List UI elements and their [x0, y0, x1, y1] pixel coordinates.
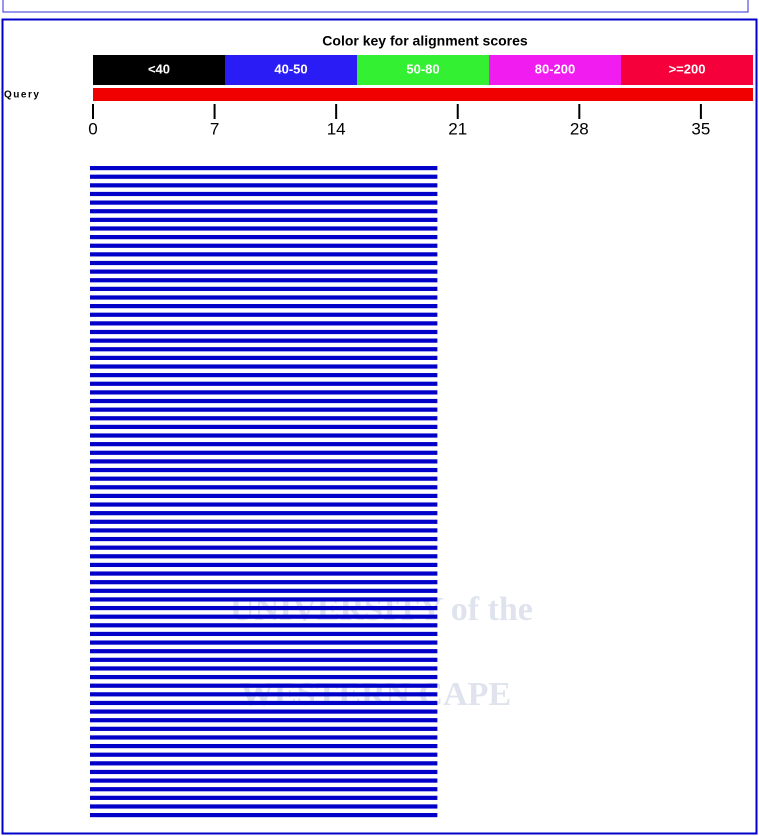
- hit-line: [90, 476, 438, 481]
- hit-line: [90, 467, 438, 473]
- color-key-label: 40-50: [274, 61, 307, 76]
- hit-line: [90, 640, 438, 645]
- hit-line: [90, 813, 438, 818]
- tick-label: 35: [691, 119, 710, 138]
- hit-line: [90, 735, 438, 740]
- hit-line: [90, 752, 438, 757]
- hit-line: [90, 226, 438, 231]
- hit-line: [90, 743, 438, 749]
- hit-line: [90, 191, 438, 197]
- hit-line: [90, 424, 438, 429]
- hit-line: [90, 398, 438, 404]
- hit-line: [90, 442, 438, 447]
- hit-line: [90, 217, 438, 222]
- hit-line: [90, 355, 438, 360]
- color-key-label: <40: [148, 61, 170, 76]
- hit-line: [90, 304, 438, 309]
- color-key-label: 50-80: [406, 61, 439, 76]
- hit-line: [90, 209, 438, 214]
- frame: [1, 18, 758, 835]
- hit-line: [90, 511, 438, 516]
- hit-line: [90, 235, 438, 240]
- tick-label: 14: [327, 119, 346, 138]
- query-bar: [93, 88, 753, 101]
- hit-line: [90, 200, 438, 205]
- tick-label: 28: [570, 119, 589, 138]
- color-key-box: [489, 55, 621, 85]
- hit-line: [90, 769, 438, 775]
- hit-line: [90, 605, 438, 611]
- tick-label: 21: [448, 119, 467, 138]
- hit-line: [90, 778, 438, 783]
- hit-line: [90, 243, 438, 248]
- hit-line: [90, 502, 438, 507]
- hit-line: [90, 252, 438, 257]
- hit-line: [90, 545, 438, 550]
- hit-line: [90, 459, 438, 464]
- color-key-label: >=200: [669, 61, 706, 76]
- hit-line: [90, 373, 438, 378]
- hit-line: [90, 174, 438, 179]
- hit-line: [90, 295, 438, 300]
- hit-line: [90, 381, 438, 386]
- hit-line: [90, 329, 438, 335]
- hit-line: [90, 666, 438, 671]
- hit-line: [90, 588, 438, 593]
- hit-line: [90, 312, 438, 317]
- hit-line: [90, 562, 438, 568]
- hit-line: [90, 649, 438, 654]
- hit-line: [90, 657, 438, 662]
- color-key-label: 80-200: [535, 61, 575, 76]
- hit-line: [90, 269, 438, 274]
- hit-line: [90, 631, 438, 637]
- hit-line: [90, 804, 438, 809]
- hit-line: [90, 493, 438, 499]
- hit-line: [90, 347, 438, 352]
- hit-line: [90, 166, 438, 171]
- hit-line: [90, 623, 438, 628]
- hit-line: [90, 321, 438, 326]
- color-key-box: [357, 55, 489, 85]
- hit-line: [90, 260, 438, 266]
- hit-line: [90, 580, 438, 585]
- hit-line: [90, 726, 438, 731]
- hit-line: [90, 390, 438, 395]
- hit-line: [90, 761, 438, 766]
- hit-line: [90, 433, 438, 438]
- tick-label: 0: [88, 119, 97, 138]
- hit-line: [90, 407, 438, 412]
- hit-line: [90, 614, 438, 619]
- hit-line: [90, 416, 438, 421]
- hit-line: [90, 286, 438, 291]
- hit-line: [90, 571, 438, 576]
- hit-line: [90, 183, 438, 188]
- query-label: Query: [4, 90, 40, 101]
- color-key-box: [621, 55, 753, 85]
- color-key-box: [225, 55, 357, 85]
- hit-line: [90, 787, 438, 792]
- hit-line: [90, 700, 438, 706]
- hit-line: [90, 364, 438, 369]
- hit-line: [90, 519, 438, 524]
- hit-line: [90, 485, 438, 490]
- hit-line: [90, 709, 438, 714]
- hit-line: [90, 450, 438, 455]
- hit-line: [90, 683, 438, 688]
- hit-line: [90, 597, 438, 602]
- tick-label: 7: [210, 119, 219, 138]
- hit-line: [90, 718, 438, 723]
- hit-line: [90, 692, 438, 697]
- hit-line: [90, 528, 438, 533]
- color-key-title: Color key for alignment scores: [322, 33, 528, 49]
- color-key-box: [93, 55, 225, 85]
- hit-line: [90, 674, 438, 680]
- hit-line: [90, 795, 438, 800]
- hit-line: [90, 278, 438, 283]
- hit-line: [90, 338, 438, 343]
- hit-line: [90, 554, 438, 559]
- hit-line: [90, 536, 438, 542]
- top-box: [2, 0, 749, 13]
